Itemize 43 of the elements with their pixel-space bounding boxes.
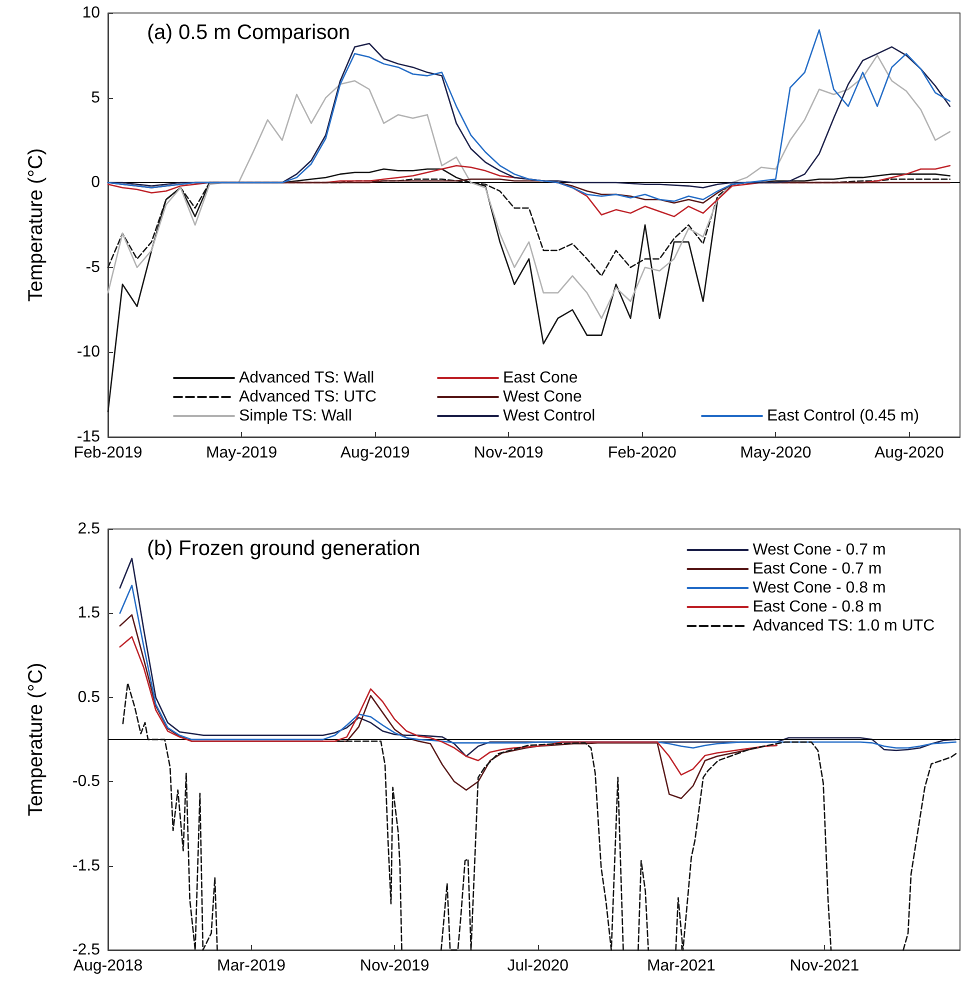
y-tick-label: -5: [86, 258, 100, 276]
legend-label: East Cone: [503, 370, 578, 386]
x-tick-label: Mar-2019: [217, 958, 286, 974]
y-tick-label: -2.5: [72, 942, 100, 958]
y-tick-label: -1.5: [72, 857, 100, 874]
legend-label: West Cone - 0.8 m: [752, 580, 886, 596]
x-tick-label: Mar-2021: [646, 958, 716, 974]
chart-title: (b) Frozen ground generation: [147, 537, 420, 560]
line-series: [107, 54, 951, 319]
legend-label: East Cone - 0.8 m: [752, 598, 882, 616]
x-tick-label: Nov-2019: [360, 958, 430, 974]
x-tick-label: May-2019: [206, 444, 278, 462]
y-tick-label: 1.5: [78, 604, 100, 622]
legend-label: West Cone: [503, 388, 582, 406]
y-axis-title: Temperature (°C): [25, 662, 47, 816]
y-tick-label: 2.5: [78, 520, 100, 538]
line-series: [119, 636, 778, 776]
legend-label: East Control (0.45 m): [767, 408, 920, 424]
legend-label: Advanced TS: 1.0 m UTC: [752, 618, 935, 634]
legend-label: Advanced TS: UTC: [239, 388, 377, 406]
chart-title: (a) 0.5 m Comparison: [147, 21, 350, 44]
x-tick-label: Aug-2019: [340, 444, 410, 462]
legend-label: Advanced TS: Wall: [239, 370, 374, 386]
y-tick-label: -10: [76, 344, 100, 361]
x-tick-label: Nov-2021: [790, 958, 860, 974]
x-tick-label: Aug-2018: [73, 958, 143, 974]
x-tick-label: Feb-2019: [74, 444, 142, 462]
legend-label: West Cone - 0.7 m: [752, 542, 886, 558]
x-tick-label: Jul-2020: [507, 958, 569, 974]
x-tick-label: Feb-2020: [608, 444, 676, 462]
x-tick-label: Nov-2019: [474, 444, 544, 462]
legend-label: Simple TS: Wall: [239, 408, 352, 424]
y-tick-label: 10: [82, 4, 100, 22]
y-tick-label: -0.5: [72, 773, 100, 790]
y-axis-title: Temperature (°C): [25, 148, 47, 302]
legend-label: West Control: [503, 408, 596, 424]
x-tick-label: Aug-2020: [874, 444, 944, 462]
legend-label: East Cone - 0.7 m: [752, 560, 882, 578]
y-tick-label: 0: [91, 174, 100, 192]
y-tick-label: 5: [91, 89, 100, 106]
y-tick-label: 0.5: [78, 688, 100, 706]
y-tick-label: -15: [76, 428, 100, 446]
x-tick-label: May-2020: [740, 444, 812, 462]
